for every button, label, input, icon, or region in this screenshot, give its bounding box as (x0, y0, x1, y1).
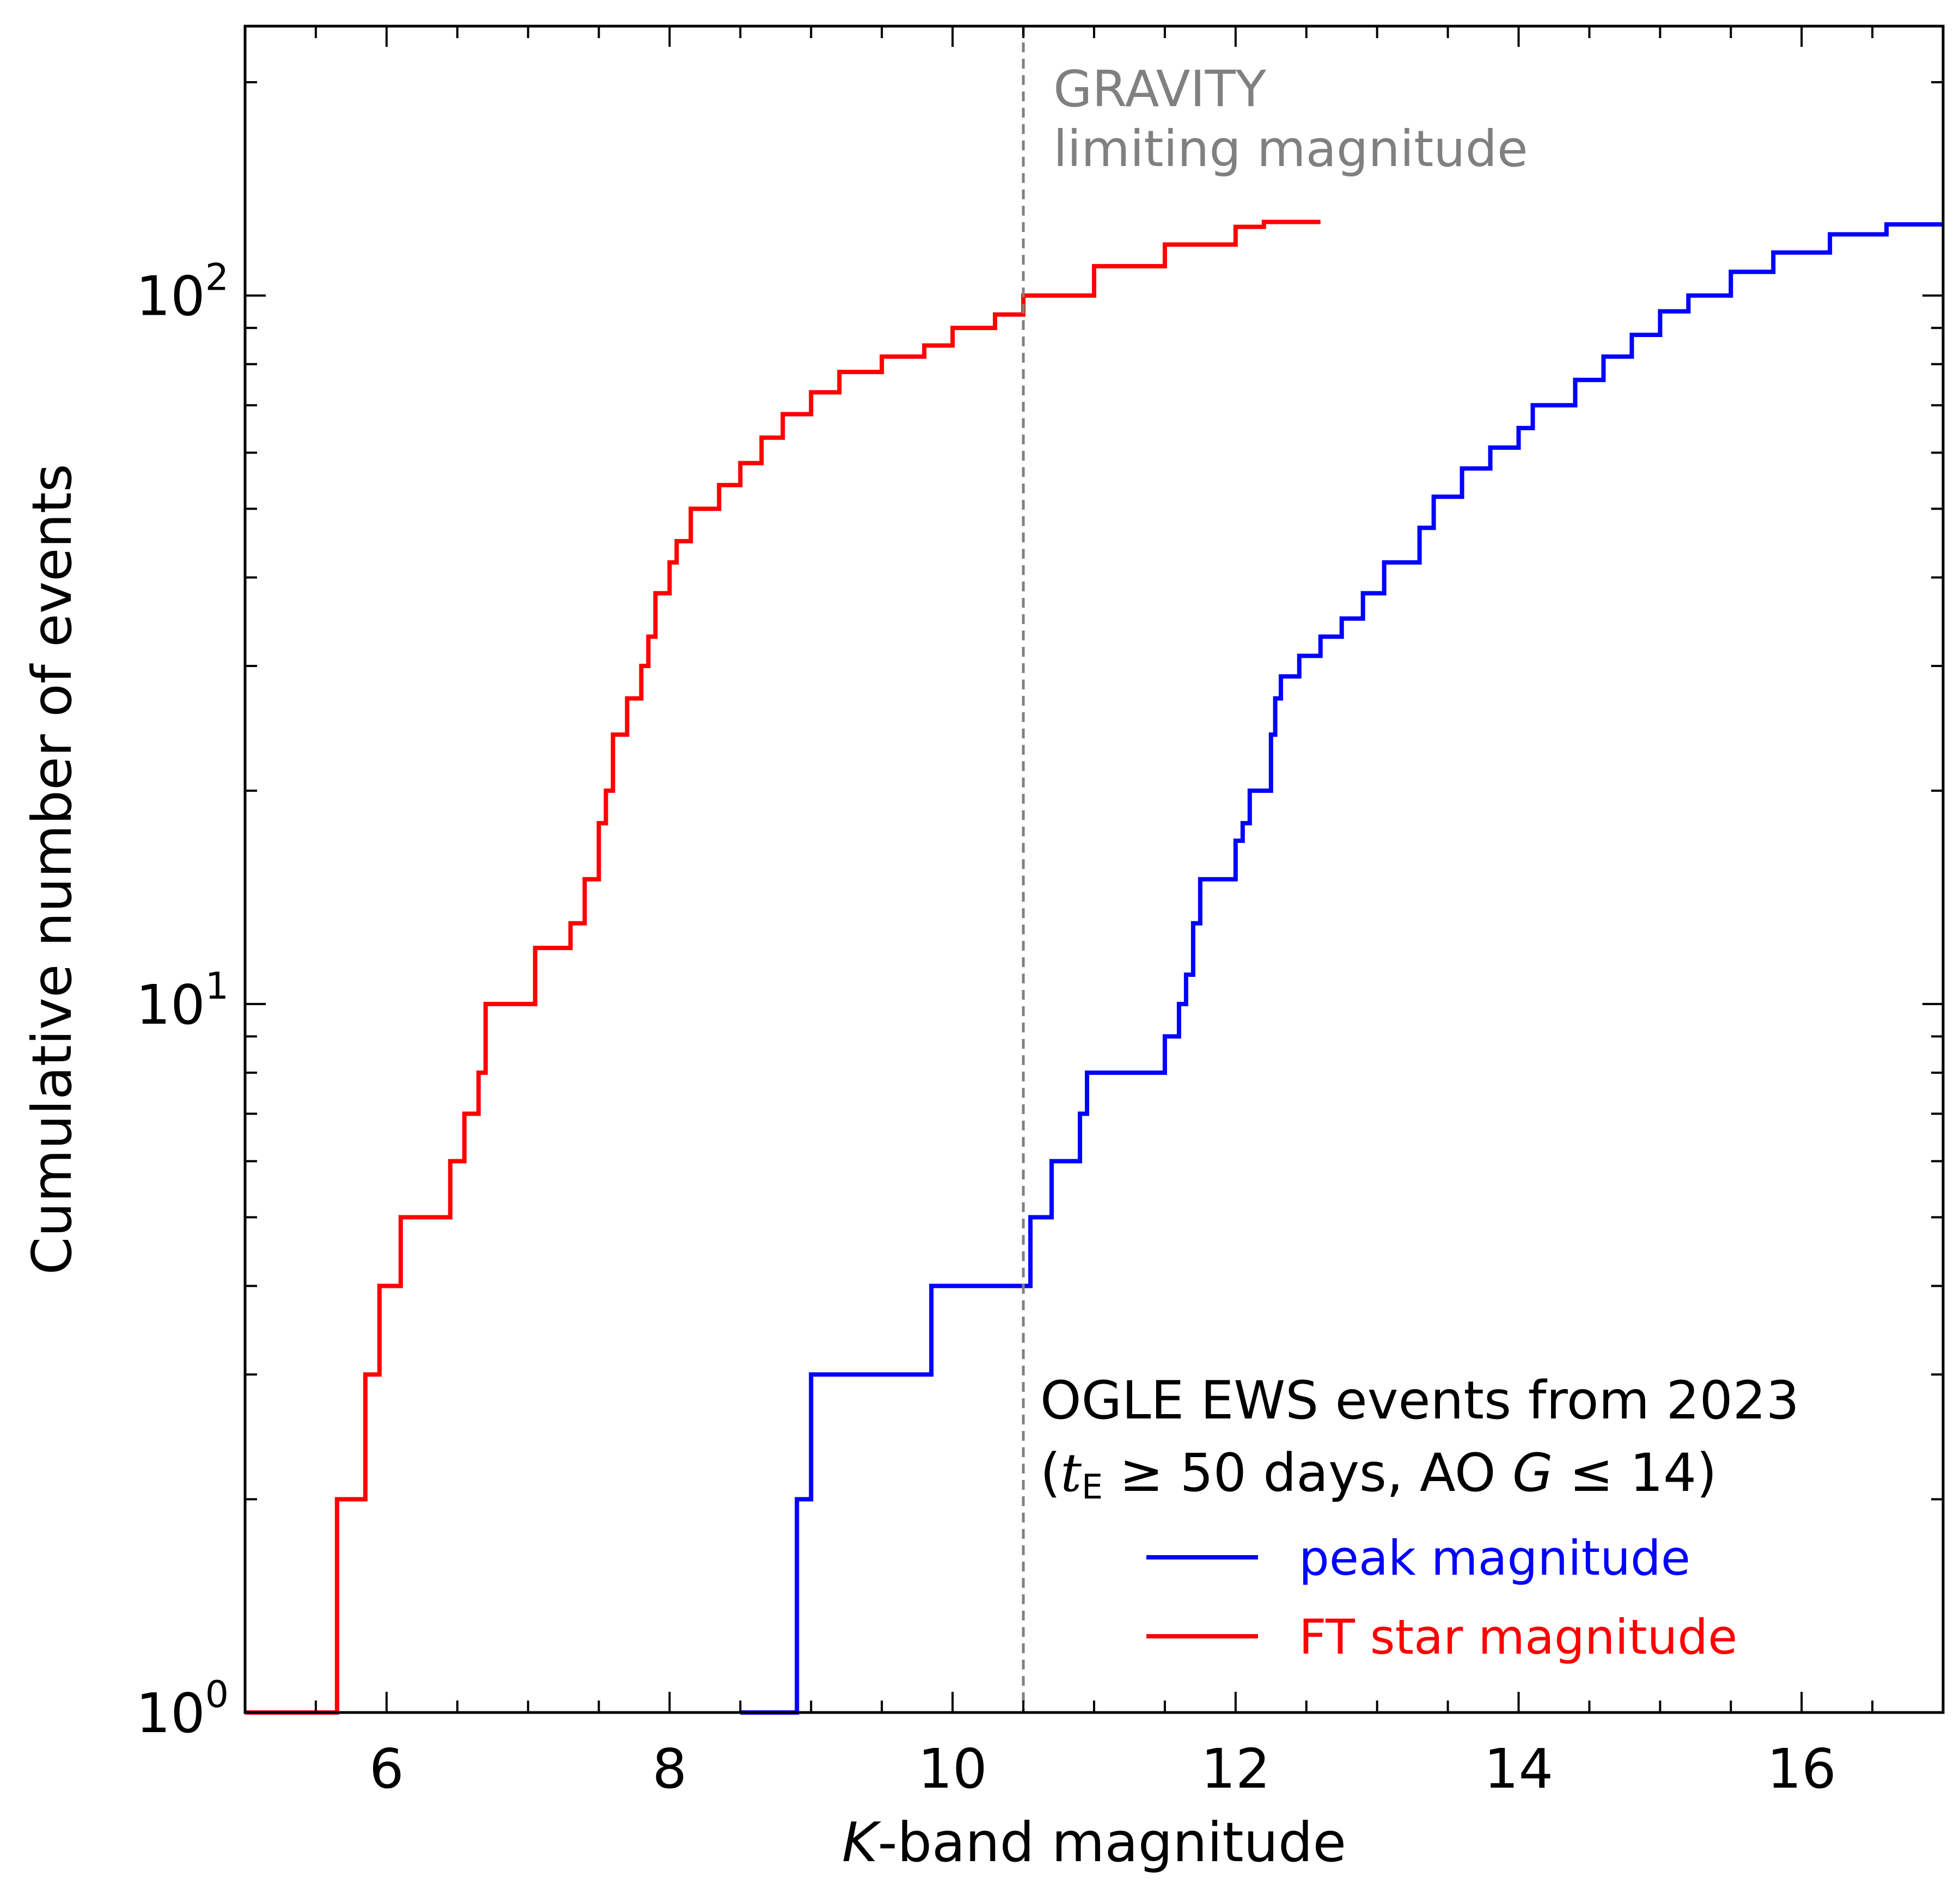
legend-title-rel1: ≥ 50 (1103, 1442, 1247, 1503)
gravity-label-line1: GRAVITY (1053, 60, 1267, 118)
x-axis-label: K-band magnitude (842, 1811, 1346, 1874)
legend-title-close: ) (1696, 1442, 1717, 1503)
y-tick-label-base: 10 (136, 973, 205, 1037)
legend-title-rel2: ≤ 14 (1553, 1442, 1696, 1503)
x-tick-label: 16 (1767, 1737, 1836, 1801)
legend: OGLE EWS events from 2023 (tE ≥ 50 days,… (1040, 1370, 1799, 1665)
series-line-0 (740, 222, 1943, 1715)
y-tick-label: 102 (136, 256, 229, 328)
legend-label-peak: peak magnitude (1299, 1530, 1690, 1586)
legend-title-line1: OGLE EWS events from 2023 (1040, 1370, 1799, 1431)
x-axis-label-italic: K (842, 1811, 882, 1874)
y-axis-label: Cumulative number of events (20, 464, 84, 1275)
legend-title-t-sub: E (1082, 1467, 1103, 1507)
y-tick-label-exp: 2 (205, 256, 229, 299)
legend-title-g: G (1512, 1442, 1553, 1503)
y-tick-label-base: 10 (136, 265, 205, 328)
x-tick-label: 10 (918, 1737, 987, 1801)
y-tick-label: 101 (136, 965, 229, 1037)
legend-title-mid: days, AO (1247, 1442, 1512, 1503)
plot-area (245, 219, 1943, 1715)
x-tick-label: 12 (1201, 1737, 1270, 1801)
legend-title-line2: (tE ≥ 50 days, AO G ≤ 14) (1040, 1442, 1717, 1507)
y-tick-label-base: 10 (136, 1681, 205, 1745)
x-tick-label: 14 (1484, 1737, 1553, 1801)
y-tick-label: 100 (136, 1673, 229, 1745)
x-axis-label-rest: -band magnitude (878, 1811, 1346, 1874)
gravity-label-line2: limiting magnitude (1053, 120, 1528, 178)
legend-label-ft: FT star magnitude (1299, 1609, 1737, 1665)
x-tick-label: 6 (369, 1737, 404, 1801)
x-tick-label: 8 (652, 1737, 687, 1801)
legend-title-open: ( (1040, 1442, 1060, 1503)
y-tick-label-exp: 0 (205, 1673, 229, 1716)
series-line-1 (245, 219, 1321, 1715)
legend-title-t: t (1060, 1442, 1082, 1503)
y-tick-label-exp: 1 (205, 965, 229, 1008)
